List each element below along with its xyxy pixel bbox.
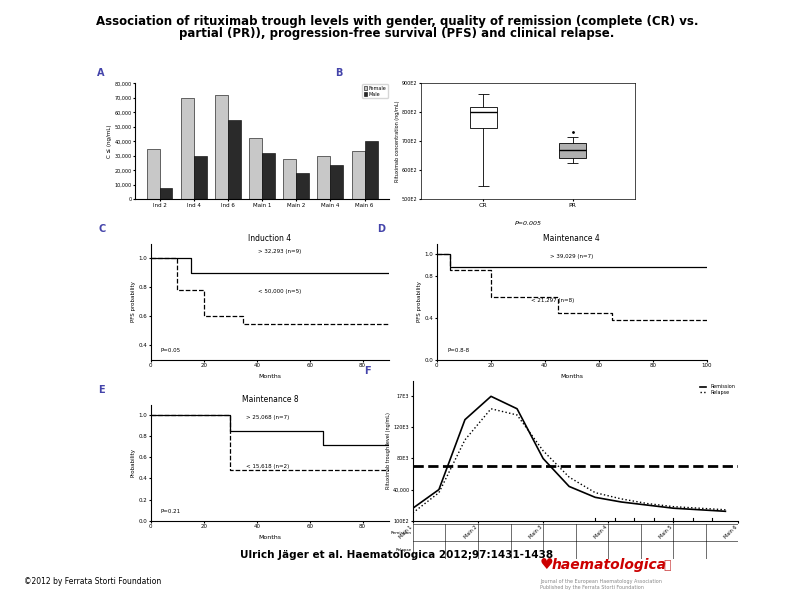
Remission	[565, 483, 574, 490]
Remission	[408, 505, 418, 512]
Text: < 15,618 (n=2): < 15,618 (n=2)	[246, 465, 289, 469]
Bar	[330, 164, 343, 199]
Bar	[352, 152, 364, 199]
Text: Published by the Ferrata Storti Foundation: Published by the Ferrata Storti Foundati…	[540, 585, 644, 590]
Text: ©2012 by Ferrata Storti Foundation: ©2012 by Ferrata Storti Foundation	[24, 577, 161, 586]
Title: Maintenance 8: Maintenance 8	[241, 395, 299, 404]
Text: > 25,068 (n=7): > 25,068 (n=7)	[246, 415, 289, 419]
Relapse	[695, 505, 704, 512]
Remission	[538, 455, 548, 462]
Text: partial (PR)), progression-free survival (PFS) and clinical relapse.: partial (PR)), progression-free survival…	[179, 27, 615, 40]
Bar	[194, 156, 206, 199]
Text: A: A	[97, 68, 104, 79]
Text: F: F	[364, 366, 371, 376]
Remission	[642, 502, 652, 509]
Remission	[616, 499, 626, 506]
Remission	[669, 505, 678, 512]
Text: P=0.21: P=0.21	[160, 509, 180, 513]
Text: > 32,293 (n=9): > 32,293 (n=9)	[258, 249, 301, 254]
Relapse	[616, 495, 626, 502]
Y-axis label: PFS probability: PFS probability	[131, 281, 136, 322]
Text: B: B	[335, 68, 342, 79]
Bar	[296, 173, 309, 199]
Text: Journal of the European Haematology Association: Journal of the European Haematology Asso…	[540, 580, 661, 584]
Relapse	[721, 506, 730, 513]
Y-axis label: Rituximab trough level (ng/mL): Rituximab trough level (ng/mL)	[386, 412, 391, 489]
Bar	[215, 95, 228, 199]
Text: ♥: ♥	[540, 558, 553, 572]
Title: Maintenance 4: Maintenance 4	[543, 234, 600, 243]
Y-axis label: C ≤ (ng/mL): C ≤ (ng/mL)	[106, 124, 112, 158]
X-axis label: Months: Months	[561, 374, 583, 379]
Text: P=0.005: P=0.005	[515, 221, 542, 226]
Remission	[512, 405, 522, 412]
Text: E: E	[98, 385, 105, 395]
Relapse	[486, 405, 495, 412]
Relapse	[538, 447, 548, 455]
Remission	[591, 494, 600, 501]
Bar	[364, 141, 377, 199]
Bar	[559, 143, 586, 158]
X-axis label: Months: Months	[259, 535, 281, 540]
Text: > 39,029 (n=7): > 39,029 (n=7)	[550, 254, 593, 259]
Bar	[283, 159, 296, 199]
Y-axis label: Probability: Probability	[131, 448, 136, 477]
Text: Relapse: Relapse	[395, 549, 411, 552]
Text: C: C	[98, 224, 106, 234]
Remission	[486, 393, 495, 400]
Remission	[434, 486, 444, 493]
Line: Relapse: Relapse	[413, 409, 726, 513]
Text: P=0.8-8: P=0.8-8	[448, 348, 469, 353]
Bar	[318, 156, 330, 199]
Remission	[721, 508, 730, 515]
Bar	[228, 120, 241, 199]
Text: D: D	[377, 224, 385, 234]
Relapse	[408, 509, 418, 516]
Legend: Female, Male: Female, Male	[362, 84, 388, 98]
Remission	[695, 506, 704, 513]
Relapse	[512, 411, 522, 418]
Text: P=0.05: P=0.05	[160, 348, 180, 353]
Line: Remission: Remission	[413, 396, 726, 511]
Bar	[470, 107, 497, 129]
Bar	[147, 149, 160, 199]
Legend: Remission, Relapse: Remission, Relapse	[700, 383, 736, 396]
Text: Association of rituximab trough levels with gender, quality of remission (comple: Association of rituximab trough levels w…	[96, 15, 698, 28]
Relapse	[434, 489, 444, 496]
Relapse	[642, 500, 652, 507]
Relapse	[565, 474, 574, 481]
X-axis label: Months: Months	[259, 374, 281, 379]
Bar	[181, 98, 194, 199]
Text: < 21,297 (n=8): < 21,297 (n=8)	[531, 298, 574, 303]
Text: haematologica: haematologica	[552, 558, 667, 572]
Relapse	[461, 436, 470, 443]
Text: 🐟: 🐟	[663, 559, 670, 572]
Text: < 50,000 (n=5): < 50,000 (n=5)	[258, 289, 301, 294]
Remission	[461, 416, 470, 423]
Title: Induction 4: Induction 4	[249, 234, 291, 243]
Y-axis label: PFS probability: PFS probability	[417, 281, 422, 322]
Text: Remission: Remission	[391, 531, 411, 534]
Bar	[262, 153, 275, 199]
Y-axis label: Rituximab concentration (ng/mL): Rituximab concentration (ng/mL)	[395, 101, 400, 182]
Relapse	[591, 489, 600, 496]
Bar	[160, 187, 172, 199]
Relapse	[669, 503, 678, 510]
Text: Ulrich Jäger et al. Haematologica 2012;97:1431-1438: Ulrich Jäger et al. Haematologica 2012;9…	[241, 550, 553, 560]
Bar	[249, 139, 262, 199]
